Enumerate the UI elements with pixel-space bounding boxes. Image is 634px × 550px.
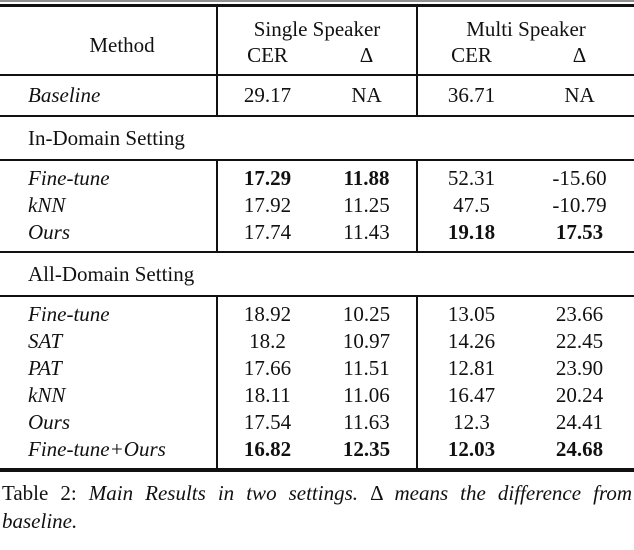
value-cell: 24.41 <box>555 410 604 434</box>
method-cell: Fine-tune+Ours <box>0 436 217 472</box>
section-title-text: All-Domain Setting <box>0 252 634 297</box>
method-cell: Fine-tune <box>28 302 110 326</box>
value-cell: 14.26 <box>416 328 525 355</box>
paper-table-figure: Method Single Speaker Multi Speaker CER … <box>0 0 634 535</box>
value-cell: 17.29 <box>216 160 317 192</box>
method-cell: Baseline <box>0 75 217 117</box>
table-row: SAT 18.2 10.97 14.26 22.45 <box>0 328 634 355</box>
table-row: kNN 17.92 11.25 47.5 -10.79 <box>0 192 634 219</box>
column-header-multi-cer: CER <box>416 42 525 76</box>
value-cell: 24.68 <box>525 436 634 472</box>
caption-label: Table 2: <box>2 481 77 505</box>
method-cell: Fine-tune <box>28 166 110 190</box>
value-cell: 36.71 <box>416 75 525 117</box>
value-cell: -15.60 <box>552 166 607 190</box>
column-header-single-cer: CER <box>216 42 317 76</box>
value-cell: 11.06 <box>343 383 390 407</box>
value-cell: 17.74 <box>216 219 317 253</box>
table-header-row: Method Single Speaker Multi Speaker <box>0 7 634 76</box>
table-row: Fine-tune+Ours 16.82 12.35 12.03 24.68 <box>0 436 634 472</box>
column-group-multi-speaker: Multi Speaker <box>416 7 634 42</box>
table-row-baseline: Baseline 29.17 NA 36.71 NA <box>0 75 634 117</box>
section-header-in-domain: In-Domain Setting <box>0 116 634 161</box>
value-cell: 12.35 <box>317 436 417 472</box>
table-row: Fine-tune 17.29 11.88 52.31 -15.60 <box>0 160 634 192</box>
value-cell: 11.43 <box>317 219 417 253</box>
value-cell: 12.81 <box>416 355 525 382</box>
value-cell: 10.25 <box>342 302 391 326</box>
value-cell: 22.45 <box>555 329 604 353</box>
table-row: PAT 17.66 11.51 12.81 23.90 <box>0 355 634 382</box>
column-header-multi-delta: Δ <box>525 42 634 76</box>
delta-symbol: Δ <box>370 481 383 505</box>
value-cell: 23.66 <box>555 302 604 326</box>
method-cell: PAT <box>28 356 62 380</box>
value-cell: 18.92 <box>216 296 317 328</box>
caption-italic-text: Main Results in two settings. <box>88 481 359 505</box>
method-cell: Ours <box>28 410 71 434</box>
value-cell: 11.25 <box>343 193 390 217</box>
value-cell: 11.88 <box>343 166 390 190</box>
method-cell: SAT <box>28 329 63 353</box>
value-cell: 17.53 <box>525 219 634 253</box>
value-cell: NA <box>317 75 417 117</box>
value-cell: 12.3 <box>416 409 525 436</box>
column-group-single-speaker: Single Speaker <box>216 7 417 42</box>
value-cell: 18.2 <box>216 328 317 355</box>
table-caption: Table 2: Main Results in two settings. Δ… <box>2 479 632 535</box>
value-cell: 17.54 <box>216 409 317 436</box>
method-cell: kNN <box>28 193 66 217</box>
caption-italic-text: means the difference from baseline. <box>2 481 633 533</box>
value-cell: 29.17 <box>216 75 317 117</box>
value-cell: 10.97 <box>342 329 391 353</box>
table-top-rule <box>0 0 634 7</box>
method-cell: kNN <box>28 383 66 407</box>
value-cell: 16.47 <box>416 382 525 409</box>
value-cell: 23.90 <box>555 356 604 380</box>
value-cell: 12.03 <box>416 436 525 472</box>
column-header-method: Method <box>0 7 217 76</box>
value-cell: 20.24 <box>555 383 604 407</box>
value-cell: NA <box>525 75 634 117</box>
method-cell: Ours <box>0 219 217 253</box>
value-cell: -10.79 <box>552 193 607 217</box>
table-subheader-row: CER Δ CER Δ <box>0 42 634 76</box>
value-cell: 19.18 <box>416 219 525 253</box>
section-title-text: In-Domain Setting <box>0 116 634 161</box>
table-row: Fine-tune 18.92 10.25 13.05 23.66 <box>0 296 634 328</box>
table-row: Ours 17.54 11.63 12.3 24.41 <box>0 409 634 436</box>
table-row: kNN 18.11 11.06 16.47 20.24 <box>0 382 634 409</box>
value-cell: 17.66 <box>216 355 317 382</box>
value-cell: 17.92 <box>216 192 317 219</box>
value-cell: 11.63 <box>343 410 390 434</box>
results-table: Method Single Speaker Multi Speaker CER … <box>0 7 634 472</box>
value-cell: 13.05 <box>416 296 525 328</box>
value-cell: 11.51 <box>343 356 390 380</box>
column-header-single-delta: Δ <box>317 42 417 76</box>
value-cell: 18.11 <box>216 382 317 409</box>
value-cell: 16.82 <box>216 436 317 472</box>
section-header-all-domain: All-Domain Setting <box>0 252 634 297</box>
value-cell: 52.31 <box>416 160 525 192</box>
value-cell: 47.5 <box>416 192 525 219</box>
table-row: Ours 17.74 11.43 19.18 17.53 <box>0 219 634 253</box>
